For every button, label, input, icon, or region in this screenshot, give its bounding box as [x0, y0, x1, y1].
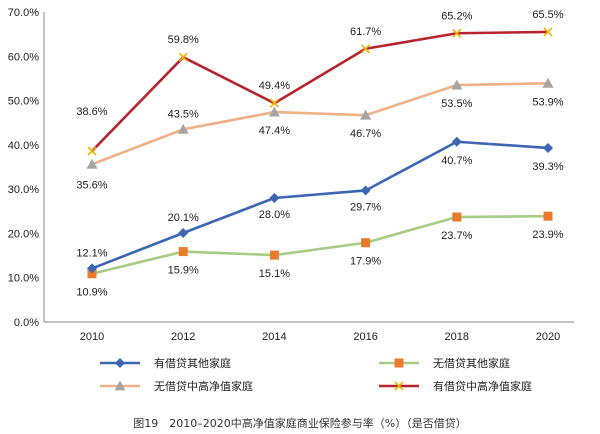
x-marker: [543, 27, 553, 37]
figure-caption: 图19 2010–2020中高净值家庭商业保险参与率（%）（是否借贷）: [133, 417, 467, 430]
legend-label: 有借贷中高净值家庭: [433, 379, 532, 393]
square-marker: [87, 269, 97, 279]
x-marker-stroke: [394, 381, 404, 391]
series-line: [91, 30, 549, 152]
legend-label: 无借贷中高净值家庭: [154, 379, 253, 393]
data-label: 23.7%: [441, 230, 472, 242]
triangle-marker: [451, 79, 463, 90]
data-label: 35.6%: [76, 179, 107, 191]
data-label: 43.5%: [168, 108, 199, 120]
data-label: 10.9%: [76, 287, 107, 299]
legend-item: 无借贷中高净值家庭: [100, 379, 253, 393]
y-tick-label: 70.0%: [8, 7, 39, 19]
diamond-marker: [451, 136, 462, 147]
triangle-marker: [86, 158, 98, 169]
legend-item: 无借贷其他家庭: [379, 356, 510, 370]
triangle-marker: [360, 109, 372, 120]
x-marker-stroke: [543, 27, 553, 37]
y-tick-label: 0.0%: [14, 317, 39, 329]
data-label: 47.4%: [259, 125, 290, 137]
data-label: 12.1%: [76, 247, 107, 259]
triangle-marker: [114, 380, 126, 391]
x-marker: [394, 381, 404, 391]
x-marker-stroke: [269, 98, 279, 108]
y-tick-label: 10.0%: [8, 273, 39, 285]
data-label: 65.5%: [532, 9, 563, 21]
data-label: 53.5%: [441, 98, 472, 110]
y-tick-label: 20.0%: [8, 228, 39, 240]
triangle-marker: [177, 123, 189, 134]
x-marker: [361, 44, 371, 54]
data-label: 15.9%: [168, 265, 199, 277]
series-line: [91, 214, 549, 275]
square-marker: [394, 358, 404, 368]
diamond-marker: [115, 358, 125, 368]
data-label: 15.1%: [259, 268, 290, 280]
series-line: [91, 140, 549, 270]
diamond-marker: [178, 227, 189, 238]
square-marker: [543, 211, 553, 221]
data-label: 28.0%: [259, 209, 290, 221]
x-marker: [452, 28, 462, 38]
legend-item: 有借贷其他家庭: [100, 356, 231, 370]
data-label: 20.1%: [168, 212, 199, 224]
triangle-marker: [268, 106, 280, 117]
legend-label: 有借贷其他家庭: [154, 356, 231, 370]
x-marker-stroke: [178, 52, 188, 62]
x-tick-label: 2018: [445, 331, 469, 343]
data-label: 23.9%: [532, 229, 563, 241]
data-label: 49.4%: [259, 80, 290, 92]
diamond-marker: [543, 142, 553, 153]
square-marker: [452, 212, 462, 222]
x-marker: [269, 98, 279, 108]
x-marker-stroke: [361, 44, 371, 54]
data-label: 38.6%: [76, 106, 107, 118]
data-label: 53.9%: [532, 96, 563, 108]
x-marker: [87, 146, 97, 156]
data-label: 59.8%: [168, 34, 199, 46]
x-tick-label: 2016: [353, 331, 377, 343]
data-label: 65.2%: [441, 10, 472, 22]
data-label: 17.9%: [350, 256, 381, 268]
square-marker: [269, 250, 279, 260]
diamond-marker: [269, 193, 280, 203]
data-label: 40.7%: [441, 155, 472, 167]
line-chart: 0.0% 10.0% 20.0% 30.0% 40.0% 50.0% 60.0% 70.0% 2…: [8, 7, 574, 393]
square-marker: [178, 247, 188, 257]
y-tick-label: 60.0%: [8, 51, 39, 63]
data-label: 61.7%: [350, 26, 381, 38]
series-line: [91, 82, 549, 166]
x-tick-label: 2020: [536, 331, 560, 343]
legend-item: 有借贷中高净值家庭: [379, 379, 532, 393]
x-tick-label: 2012: [171, 331, 195, 343]
x-marker-stroke: [452, 28, 462, 38]
x-tick-label: 2010: [80, 331, 104, 343]
diamond-marker: [87, 263, 97, 274]
square-marker: [361, 238, 371, 248]
triangle-marker: [542, 77, 554, 88]
x-marker-stroke: [87, 146, 97, 156]
diamond-marker: [360, 185, 371, 196]
x-tick-label: 2014: [262, 331, 286, 343]
x-marker: [178, 52, 188, 62]
data-labels: 12.1% 20.1% 28.0% 29.7% 40.7% 39.3% 10.9% 15.9%…: [76, 9, 563, 299]
data-label: 29.7%: [350, 201, 381, 213]
data-label: 39.3%: [532, 161, 563, 173]
y-tick-label: 30.0%: [8, 184, 39, 196]
y-tick-label: 50.0%: [8, 96, 39, 108]
y-tick-label: 40.0%: [8, 140, 39, 152]
chart-axes: 0.0% 10.0% 20.0% 30.0% 40.0% 50.0% 60.0% 70.0% 2…: [8, 7, 574, 343]
chart-series: [86, 27, 554, 279]
data-label: 46.7%: [350, 128, 381, 140]
legend-label: 无借贷其他家庭: [433, 356, 510, 370]
